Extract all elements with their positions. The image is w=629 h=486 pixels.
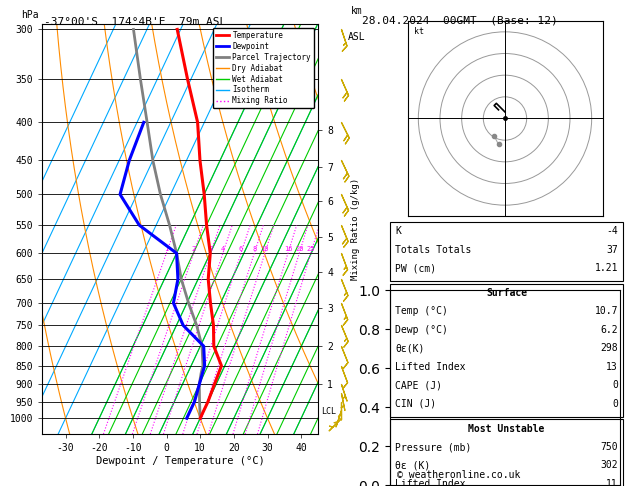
Text: Most Unstable: Most Unstable xyxy=(469,424,545,434)
Text: -4: -4 xyxy=(606,226,618,236)
Text: 11: 11 xyxy=(606,479,618,486)
Text: Totals Totals: Totals Totals xyxy=(395,245,471,255)
X-axis label: Dewpoint / Temperature (°C): Dewpoint / Temperature (°C) xyxy=(96,456,264,466)
Text: K: K xyxy=(395,226,401,236)
Text: Lifted Index: Lifted Index xyxy=(395,362,465,372)
Text: θε (K): θε (K) xyxy=(395,461,430,470)
Text: Surface: Surface xyxy=(486,288,527,298)
Text: 10.7: 10.7 xyxy=(594,307,618,316)
Text: 4: 4 xyxy=(221,245,225,252)
Text: 37: 37 xyxy=(606,245,618,255)
Text: Pressure (mb): Pressure (mb) xyxy=(395,442,471,452)
Text: km: km xyxy=(351,6,362,16)
Text: 1: 1 xyxy=(164,245,169,252)
Text: θε(K): θε(K) xyxy=(395,344,425,353)
Text: 20: 20 xyxy=(295,245,304,252)
Text: 10: 10 xyxy=(260,245,269,252)
Text: LCL: LCL xyxy=(321,407,336,416)
Text: PW (cm): PW (cm) xyxy=(395,263,436,273)
Text: 6.2: 6.2 xyxy=(600,325,618,335)
Text: Temp (°C): Temp (°C) xyxy=(395,307,448,316)
Text: Lifted Index: Lifted Index xyxy=(395,479,465,486)
Text: -37°00'S  174°4B'E  79m ASL: -37°00'S 174°4B'E 79m ASL xyxy=(44,17,226,27)
Text: ASL: ASL xyxy=(348,32,365,42)
Text: 2: 2 xyxy=(191,245,196,252)
Legend: Temperature, Dewpoint, Parcel Trajectory, Dry Adiabat, Wet Adiabat, Isotherm, Mi: Temperature, Dewpoint, Parcel Trajectory… xyxy=(213,28,314,108)
Text: 0: 0 xyxy=(612,399,618,409)
Text: Dewp (°C): Dewp (°C) xyxy=(395,325,448,335)
Text: 28.04.2024  00GMT  (Base: 12): 28.04.2024 00GMT (Base: 12) xyxy=(362,16,557,26)
Text: 3: 3 xyxy=(208,245,213,252)
Text: hPa: hPa xyxy=(21,10,39,20)
Text: © weatheronline.co.uk: © weatheronline.co.uk xyxy=(398,470,521,480)
Text: 13: 13 xyxy=(606,362,618,372)
Text: 750: 750 xyxy=(600,442,618,452)
Text: Mixing Ratio (g/kg): Mixing Ratio (g/kg) xyxy=(351,178,360,280)
Text: 298: 298 xyxy=(600,344,618,353)
Text: 16: 16 xyxy=(284,245,292,252)
Text: 6: 6 xyxy=(239,245,243,252)
Text: CAPE (J): CAPE (J) xyxy=(395,381,442,390)
Text: kt: kt xyxy=(414,28,424,36)
Text: 1.21: 1.21 xyxy=(594,263,618,273)
Text: 0: 0 xyxy=(612,381,618,390)
Text: 8: 8 xyxy=(252,245,257,252)
Text: 25: 25 xyxy=(306,245,315,252)
Text: 302: 302 xyxy=(600,461,618,470)
Text: CIN (J): CIN (J) xyxy=(395,399,436,409)
